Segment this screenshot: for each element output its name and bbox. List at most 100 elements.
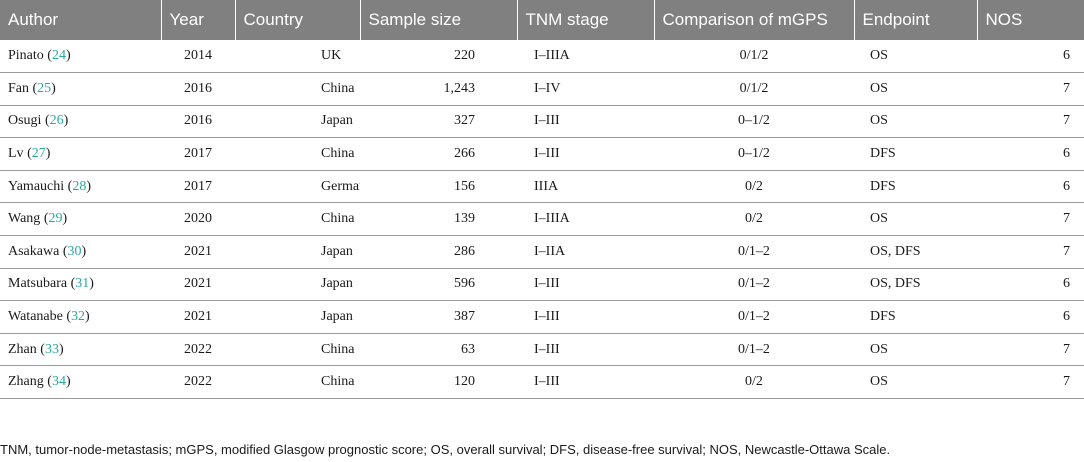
cell-mgps-comparison: 0–1/2 <box>654 137 854 171</box>
cell-country: China <box>235 333 360 367</box>
cell-tnm-stage: I–IIIA <box>517 202 654 237</box>
author-name: Asakawa <box>8 243 60 259</box>
cell-year: 2022 <box>161 333 235 367</box>
cell-mgps-comparison: 0/1–2 <box>654 235 854 269</box>
reference-link[interactable]: 25 <box>37 80 52 96</box>
cell-sample-size: 120 <box>360 365 517 400</box>
cell-country: UK <box>235 40 360 74</box>
cell-mgps-comparison: 0/1–2 <box>654 268 854 302</box>
cell-sample-size: 1,243 <box>360 72 517 106</box>
cell-nos: 7 <box>977 333 1084 367</box>
cell-mgps-comparison: 0/1–2 <box>654 333 854 367</box>
cell-country: China <box>235 365 360 400</box>
header-tnm-stage: TNM stage <box>516 0 654 40</box>
header-country: Country <box>234 0 360 40</box>
reference-link[interactable]: 32 <box>71 309 86 325</box>
cell-country: Japan <box>235 300 360 334</box>
cell-nos: 6 <box>977 268 1084 302</box>
author-name: Zhang <box>8 374 44 390</box>
cell-author: Fan (25) <box>0 72 161 106</box>
cell-author: Zhan (33) <box>0 333 161 367</box>
cell-country: Japan <box>235 105 360 139</box>
header-year: Year <box>160 0 235 40</box>
cell-nos: 7 <box>977 235 1084 269</box>
cell-sample-size: 286 <box>360 235 517 269</box>
cell-tnm-stage: IIIA <box>517 170 654 204</box>
table-row: Osugi (26) 2016 Japan 327 I–III 0–1/2 OS 7 <box>0 105 1084 139</box>
author-name: Pinato <box>8 48 44 64</box>
cell-mgps-comparison: 0/1–2 <box>654 300 854 334</box>
cell-tnm-stage: I–IIA <box>517 235 654 269</box>
cell-mgps-comparison: 0/2 <box>654 170 854 204</box>
cell-nos: 6 <box>977 40 1084 74</box>
cell-year: 2020 <box>161 202 235 237</box>
table-row: Zhan (33) 2022 China 63 I–III 0/1–2 OS 7 <box>0 333 1084 367</box>
table-row: Lv (27) 2017 China 266 I–III 0–1/2 DFS 6 <box>0 137 1084 171</box>
cell-endpoint: OS <box>854 105 977 139</box>
cell-endpoint: OS <box>854 40 977 74</box>
cell-endpoint: OS <box>854 72 977 106</box>
cell-endpoint: OS <box>854 365 977 400</box>
table-row: Wang (29) 2020 China 139 I–IIIA 0/2 OS 7 <box>0 202 1084 237</box>
cell-mgps-comparison: 0/2 <box>654 365 854 400</box>
table-row: Asakawa (30) 2021 Japan 286 I–IIA 0/1–2 OS, DF… <box>0 235 1084 269</box>
cell-sample-size: 387 <box>360 300 517 334</box>
cell-author: Asakawa (30) <box>0 235 161 269</box>
cell-country: Japan <box>235 235 360 269</box>
reference-link[interactable]: 26 <box>49 113 64 129</box>
cell-tnm-stage: I–IV <box>517 72 654 106</box>
cell-tnm-stage: I–III <box>517 105 654 139</box>
cell-nos: 7 <box>977 365 1084 400</box>
header-sample-size: Sample size <box>359 0 517 40</box>
cell-tnm-stage: I–III <box>517 268 654 302</box>
reference-link[interactable]: 29 <box>48 211 63 227</box>
cell-country: China <box>235 137 360 171</box>
cell-sample-size: 220 <box>360 40 517 74</box>
reference-link[interactable]: 30 <box>67 243 82 259</box>
cell-tnm-stage: I–III <box>517 300 654 334</box>
table-row: Matsubara (31) 2021 Japan 596 I–III 0/1–2 OS, … <box>0 268 1084 302</box>
cell-endpoint: DFS <box>854 170 977 204</box>
header-comparison-mgps: Comparison of mGPS <box>653 0 854 40</box>
cell-year: 2022 <box>161 365 235 400</box>
reference-link[interactable]: 28 <box>72 178 87 194</box>
table-footnote: TNM, tumor-node-metastasis; mGPS, modifi… <box>0 442 891 457</box>
table-row: Fan (25) 2016 China 1,243 I–IV 0/1/2 OS 7 <box>0 72 1084 106</box>
cell-year: 2021 <box>161 235 235 269</box>
cell-endpoint: DFS <box>854 300 977 334</box>
study-characteristics-table: Author Year Country Sample size TNM stag… <box>0 0 1084 400</box>
cell-year: 2021 <box>161 268 235 302</box>
cell-mgps-comparison: 0/1/2 <box>654 72 854 106</box>
cell-nos: 6 <box>977 170 1084 204</box>
cell-year: 2017 <box>161 137 235 171</box>
author-name: Zhan <box>8 341 37 357</box>
cell-mgps-comparison: 0/2 <box>654 202 854 237</box>
reference-link[interactable]: 34 <box>51 374 66 390</box>
table-header-row: Author Year Country Sample size TNM stag… <box>0 0 1084 40</box>
table-row: Watanabe (32) 2021 Japan 387 I–III 0/1–2 DFS 6 <box>0 300 1084 334</box>
reference-link[interactable]: 24 <box>51 48 66 64</box>
reference-link[interactable]: 31 <box>75 276 90 292</box>
cell-author: Zhang (34) <box>0 365 161 400</box>
table-row: Zhang (34) 2022 China 120 I–III 0/2 OS 7 <box>0 365 1084 400</box>
cell-tnm-stage: I–III <box>517 365 654 400</box>
cell-sample-size: 266 <box>360 137 517 171</box>
reference-link[interactable]: 27 <box>31 146 46 162</box>
table-body: Pinato (24) 2014 UK 220 I–IIIA 0/1/2 OS 6 Fan (2… <box>0 40 1084 400</box>
cell-mgps-comparison: 0/1/2 <box>654 40 854 74</box>
cell-year: 2016 <box>161 72 235 106</box>
author-name: Fan <box>8 80 29 96</box>
cell-author: Yamauchi (28) <box>0 170 161 204</box>
cell-tnm-stage: I–III <box>517 137 654 171</box>
cell-year: 2021 <box>161 300 235 334</box>
cell-endpoint: OS, DFS <box>854 268 977 302</box>
cell-author: Wang (29) <box>0 202 161 237</box>
cell-country: China <box>235 72 360 106</box>
cell-sample-size: 156 <box>360 170 517 204</box>
reference-link[interactable]: 33 <box>44 341 59 357</box>
author-name: Osugi <box>8 113 42 129</box>
cell-nos: 6 <box>977 300 1084 334</box>
header-author: Author <box>8 10 59 29</box>
cell-country: Germany <box>235 170 360 204</box>
table-row: Pinato (24) 2014 UK 220 I–IIIA 0/1/2 OS 6 <box>0 40 1084 74</box>
